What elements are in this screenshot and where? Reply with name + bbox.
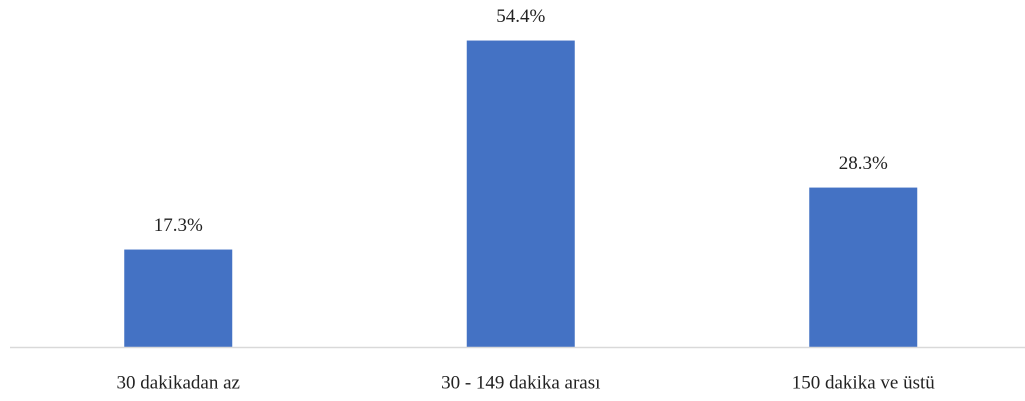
x-tick-label: 150 dakika ve üstü bbox=[792, 372, 936, 393]
bar bbox=[809, 187, 918, 347]
bar bbox=[124, 249, 233, 347]
bar bbox=[466, 40, 575, 348]
value-label: 28.3% bbox=[839, 153, 888, 174]
x-tick-label: 30 dakikadan az bbox=[117, 372, 240, 393]
value-label: 54.4% bbox=[496, 6, 545, 27]
value-label: 17.3% bbox=[154, 215, 203, 236]
x-tick-label: 30 - 149 dakika arası bbox=[441, 372, 600, 393]
